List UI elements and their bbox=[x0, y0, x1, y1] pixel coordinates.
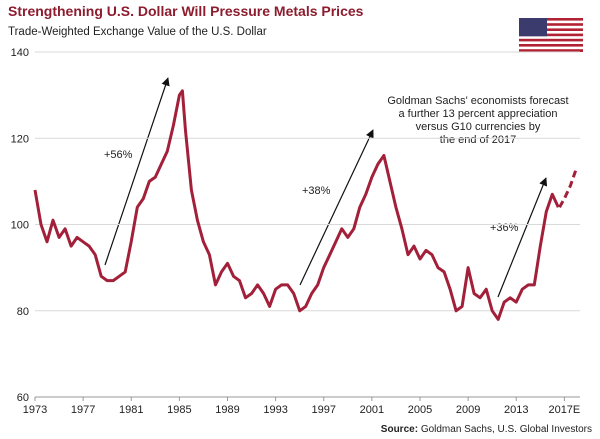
note-line: versus G10 currencies by bbox=[416, 121, 541, 133]
annotation: +38% bbox=[302, 185, 331, 197]
y-tick-label: 60 bbox=[17, 392, 29, 404]
y-tick-label: 120 bbox=[11, 133, 29, 145]
source: Goldman Sachs, U.S. Global Investors bbox=[421, 424, 592, 435]
x-tick-label: 1989 bbox=[215, 404, 239, 416]
x-tick-label: 1973 bbox=[23, 404, 47, 416]
x-tick-label: 2009 bbox=[456, 404, 480, 416]
x-tick-label: 1981 bbox=[119, 404, 143, 416]
x-tick-label: 1993 bbox=[263, 404, 287, 416]
data-line bbox=[558, 167, 578, 208]
chart-subtitle: Trade-Weighted Exchange Value of the U.S… bbox=[8, 26, 267, 38]
chart-title: Strengthening U.S. Dollar Will Pressure … bbox=[8, 3, 364, 19]
x-tick-label: 2005 bbox=[408, 404, 432, 416]
us-flag bbox=[519, 18, 583, 52]
y-tick-label: 100 bbox=[11, 220, 29, 232]
annotation: +36% bbox=[490, 222, 519, 234]
arrows bbox=[104, 77, 548, 298]
source-label: Source: bbox=[381, 424, 418, 435]
x-tick-label: 2001 bbox=[360, 404, 384, 416]
source-line: Source: Goldman Sachs, U.S. Global Inves… bbox=[381, 424, 592, 435]
annotation: +56% bbox=[104, 149, 133, 161]
note-line: a further 13 percent appreciation bbox=[399, 108, 558, 120]
grid bbox=[35, 51, 580, 398]
x-tick-label: 1985 bbox=[167, 404, 191, 416]
data-line bbox=[33, 89, 560, 321]
x-tick-label: 2013 bbox=[504, 404, 528, 416]
note-line: the end of 2017 bbox=[440, 134, 516, 146]
y-tick-label: 80 bbox=[17, 306, 29, 318]
note-line: Goldman Sachs' economists forecast bbox=[387, 95, 568, 107]
x-tick-label: 1977 bbox=[71, 404, 95, 416]
x-tick-label: 1997 bbox=[311, 404, 335, 416]
x-tick-label: 2017E bbox=[548, 404, 580, 416]
y-tick-label: 140 bbox=[11, 47, 29, 59]
